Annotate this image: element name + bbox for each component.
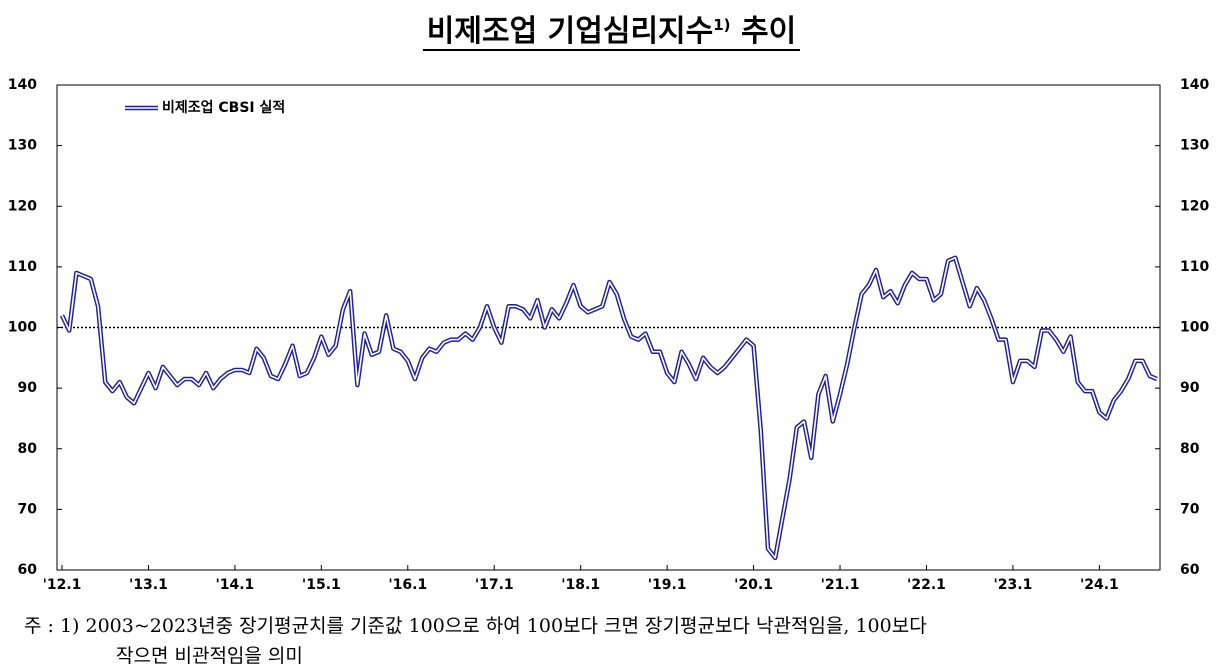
footnote: 작으면 비관적임을 의미 <box>116 645 303 667</box>
x-tick-label: '12.1 <box>43 577 82 593</box>
y2-tick-label: 100 <box>1180 320 1209 336</box>
y-tick-label: 140 <box>8 77 37 93</box>
x-tick-label: '18.1 <box>561 577 600 593</box>
chart-title: 비제조업 기업심리지수 <box>426 14 714 49</box>
title-underline: 비제조업 기업심리지수1) 추이 <box>422 14 801 51</box>
x-tick-label: '17.1 <box>475 577 514 593</box>
y-tick-label: 130 <box>8 138 37 154</box>
title-note: 1) <box>713 16 731 34</box>
data-line <box>59 255 1158 561</box>
y2-tick-label: 140 <box>1180 77 1209 93</box>
y2-tick-label: 70 <box>1180 501 1200 517</box>
y-tick-label: 110 <box>8 259 37 275</box>
y-tick-label: 90 <box>18 380 38 396</box>
title-block: 비제조업 기업심리지수1) 추이 <box>0 6 1223 51</box>
x-tick-label: '21.1 <box>821 577 860 593</box>
y-tick-label: 70 <box>18 501 38 517</box>
footnote: 주 : 1) 2003~2023년중 장기평균치를 기준값 100으로 하여 1… <box>24 615 927 637</box>
title-suffix: 추이 <box>741 14 797 49</box>
y2-tick-label: 90 <box>1180 380 1200 396</box>
chart: 60 70 80 90 100 110 120 130 140 60 70 80 90 100 110 120… <box>8 77 1210 593</box>
x-tick-label: '23.1 <box>994 577 1033 593</box>
y2-tick-label: 130 <box>1180 138 1209 154</box>
x-tick-label: '22.1 <box>907 577 946 593</box>
x-tick-label: '20.1 <box>734 577 773 593</box>
y2-tick-label: 110 <box>1180 259 1209 275</box>
y-tick-label: 100 <box>8 320 37 336</box>
x-tick-label: '24.1 <box>1080 577 1119 593</box>
x-tick-label: '13.1 <box>129 577 168 593</box>
y-tick-label: 60 <box>18 562 38 578</box>
legend-label: 비제조업 CBSI 실적 <box>162 99 285 116</box>
data-line-inner <box>61 256 1158 559</box>
y-tick-label: 120 <box>8 198 37 214</box>
x-tick-label: '16.1 <box>388 577 427 593</box>
x-tick-label: '19.1 <box>648 577 687 593</box>
y2-tick-label: 80 <box>1180 441 1200 457</box>
y2-tick-label: 120 <box>1180 198 1209 214</box>
x-tick-label: '15.1 <box>302 577 341 593</box>
y-tick-label: 80 <box>18 441 38 457</box>
y2-tick-label: 60 <box>1180 562 1200 578</box>
x-tick-label: '14.1 <box>215 577 254 593</box>
